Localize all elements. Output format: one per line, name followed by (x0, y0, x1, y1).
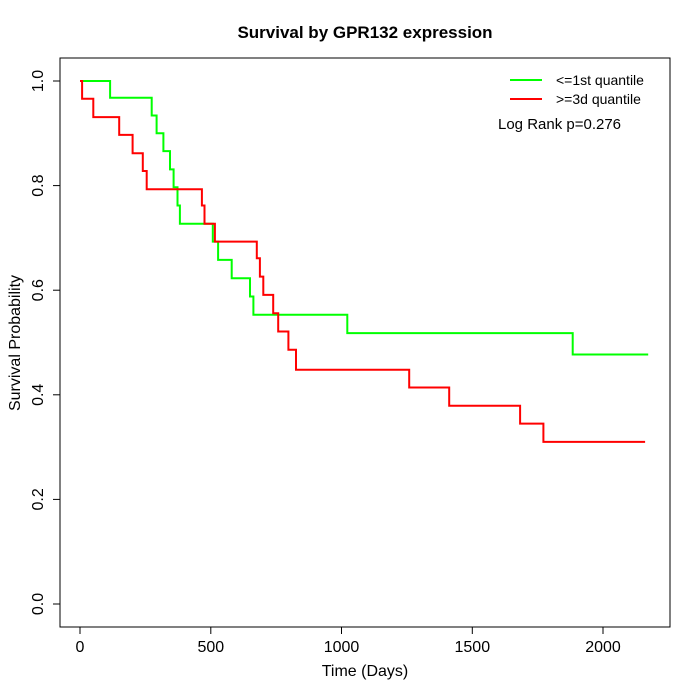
x-tick-label: 2000 (585, 639, 621, 656)
legend-label-high-quantile: >=3d quantile (556, 91, 641, 107)
y-tick-label: 1.0 (30, 70, 47, 92)
survival-curve-high-quantile (80, 80, 646, 443)
x-axis: 0 500 1000 1500 2000 (76, 627, 621, 656)
legend-label-low-quantile: <=1st quantile (556, 72, 644, 88)
x-tick-label: 1000 (324, 639, 360, 656)
y-axis: 0.0 0.2 0.4 0.6 0.8 1.0 (30, 70, 60, 615)
y-tick-label: 0.2 (30, 488, 47, 510)
y-tick-label: 0.8 (30, 174, 47, 196)
survival-curve-low-quantile (80, 80, 649, 356)
x-tick-label: 1500 (455, 639, 491, 656)
log-rank-p-value: Log Rank p=0.276 (498, 116, 621, 133)
x-axis-title: Time (Days) (322, 663, 409, 680)
y-tick-label: 0.6 (30, 279, 47, 301)
legend: <=1st quantile >=3d quantile Log Rank p=… (498, 72, 644, 133)
y-axis-title: Survival Probability (7, 275, 24, 411)
chart-title: Survival by GPR132 expression (237, 23, 492, 42)
survival-curves (80, 80, 649, 443)
y-tick-label: 0.0 (30, 593, 47, 615)
plot-border (59, 57, 671, 628)
x-tick-label: 500 (197, 639, 224, 656)
x-tick-label: 0 (76, 639, 85, 656)
y-tick-label: 0.4 (30, 384, 47, 406)
